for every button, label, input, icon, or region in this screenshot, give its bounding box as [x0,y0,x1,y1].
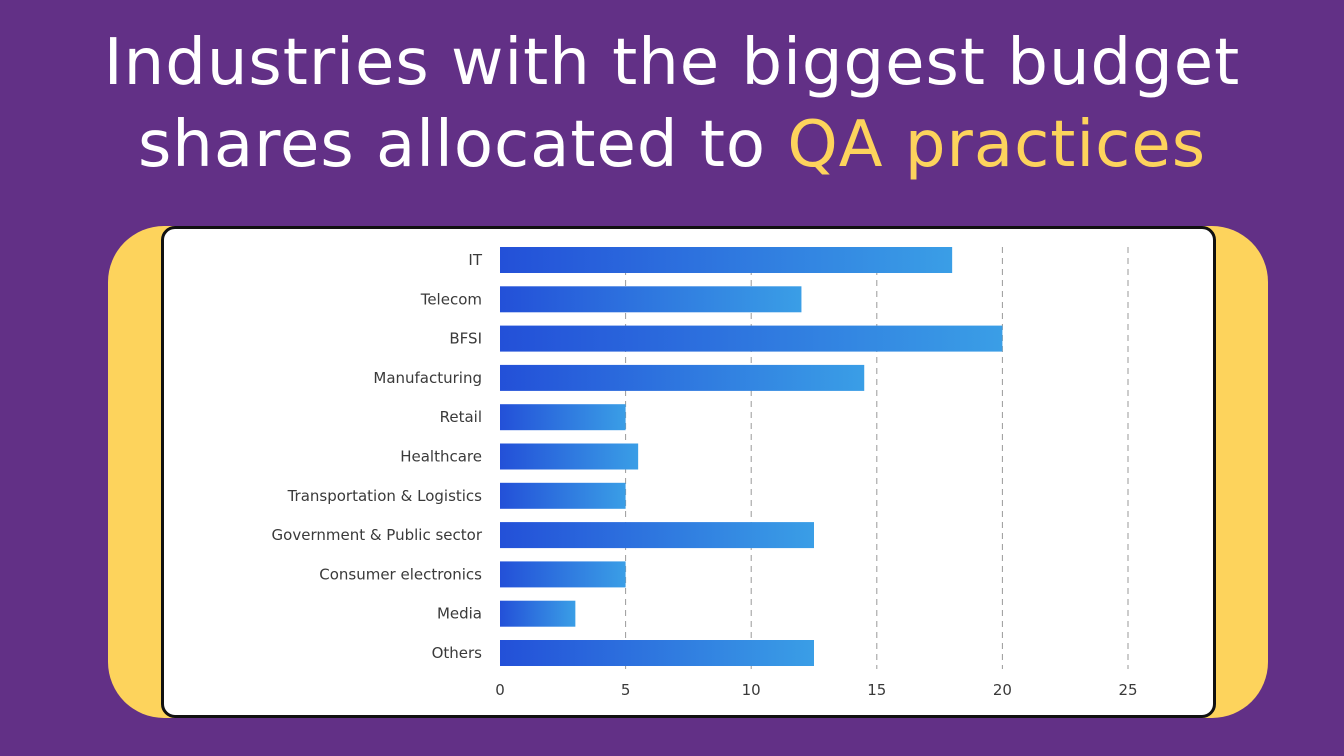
bar-government-public-sector [500,522,814,549]
bar-manufacturing [500,364,865,391]
category-label: Healthcare [400,448,482,466]
bar-others [500,640,814,666]
title-line-2: shares allocated to QA practices [0,104,1344,186]
x-tick-label: 10 [742,681,761,699]
category-label: Others [432,644,483,662]
category-label: Government & Public sector [272,526,483,544]
x-tick-label: 15 [867,681,886,699]
bar-telecom [500,286,802,313]
bar-it [500,247,953,273]
x-tick-label: 0 [495,681,505,699]
category-label: Telecom [420,290,482,308]
bar-healthcare [500,443,639,470]
bar-transportation-logistics [500,482,626,509]
category-label: Transportation & Logistics [287,487,483,505]
bar-chart: IT Telecom BFSI Manufacturing Retail Healthca… [272,247,1138,699]
bar-media [500,600,576,627]
category-label: Media [437,605,482,623]
title-line-1: Industries with the biggest budget [103,26,1241,100]
x-tick-label: 20 [993,681,1012,699]
category-label: Manufacturing [373,369,482,387]
category-label: Consumer electronics [319,565,482,583]
category-label: IT [468,251,482,269]
category-label: BFSI [449,330,482,348]
chart-title: Industries with the biggest budget share… [0,22,1344,186]
category-label: Retail [440,408,482,426]
x-tick-label: 5 [621,681,631,699]
bar-consumer-electronics [500,561,626,588]
title-highlight: QA practices [787,108,1207,182]
title-line-2-prefix: shares allocated to [137,108,788,182]
x-tick-label: 25 [1118,681,1137,699]
bar-retail [500,404,626,431]
chart-card: IT Telecom BFSI Manufacturing Retail Healthca… [161,226,1216,718]
bar-bfsi [500,325,1003,352]
